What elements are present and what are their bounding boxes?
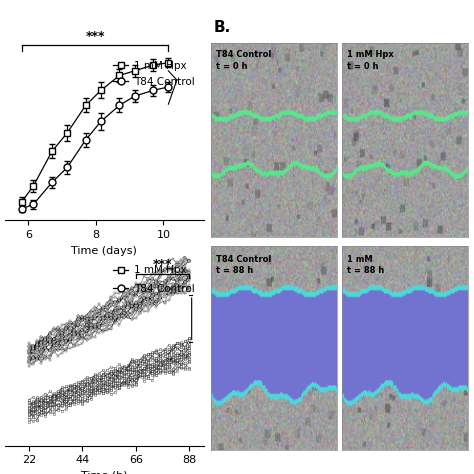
X-axis label: Time (h): Time (h) — [81, 471, 128, 474]
X-axis label: Time (days): Time (days) — [72, 246, 137, 255]
Text: 1 mM Hpx
t = 0 h: 1 mM Hpx t = 0 h — [347, 50, 394, 71]
Text: ***: *** — [85, 30, 105, 43]
Text: T84 Control
t = 0 h: T84 Control t = 0 h — [216, 50, 271, 71]
Legend: 1 mM Hpx, T84 Control: 1 mM Hpx, T84 Control — [109, 261, 199, 298]
Text: T84 Control
t = 88 h: T84 Control t = 88 h — [216, 255, 271, 275]
Text: ***: *** — [153, 258, 172, 271]
Text: B.: B. — [213, 19, 230, 35]
Legend: 1 mM Hpx, T84 Control: 1 mM Hpx, T84 Control — [109, 56, 199, 91]
Text: 1 mM
t = 88 h: 1 mM t = 88 h — [347, 255, 384, 275]
